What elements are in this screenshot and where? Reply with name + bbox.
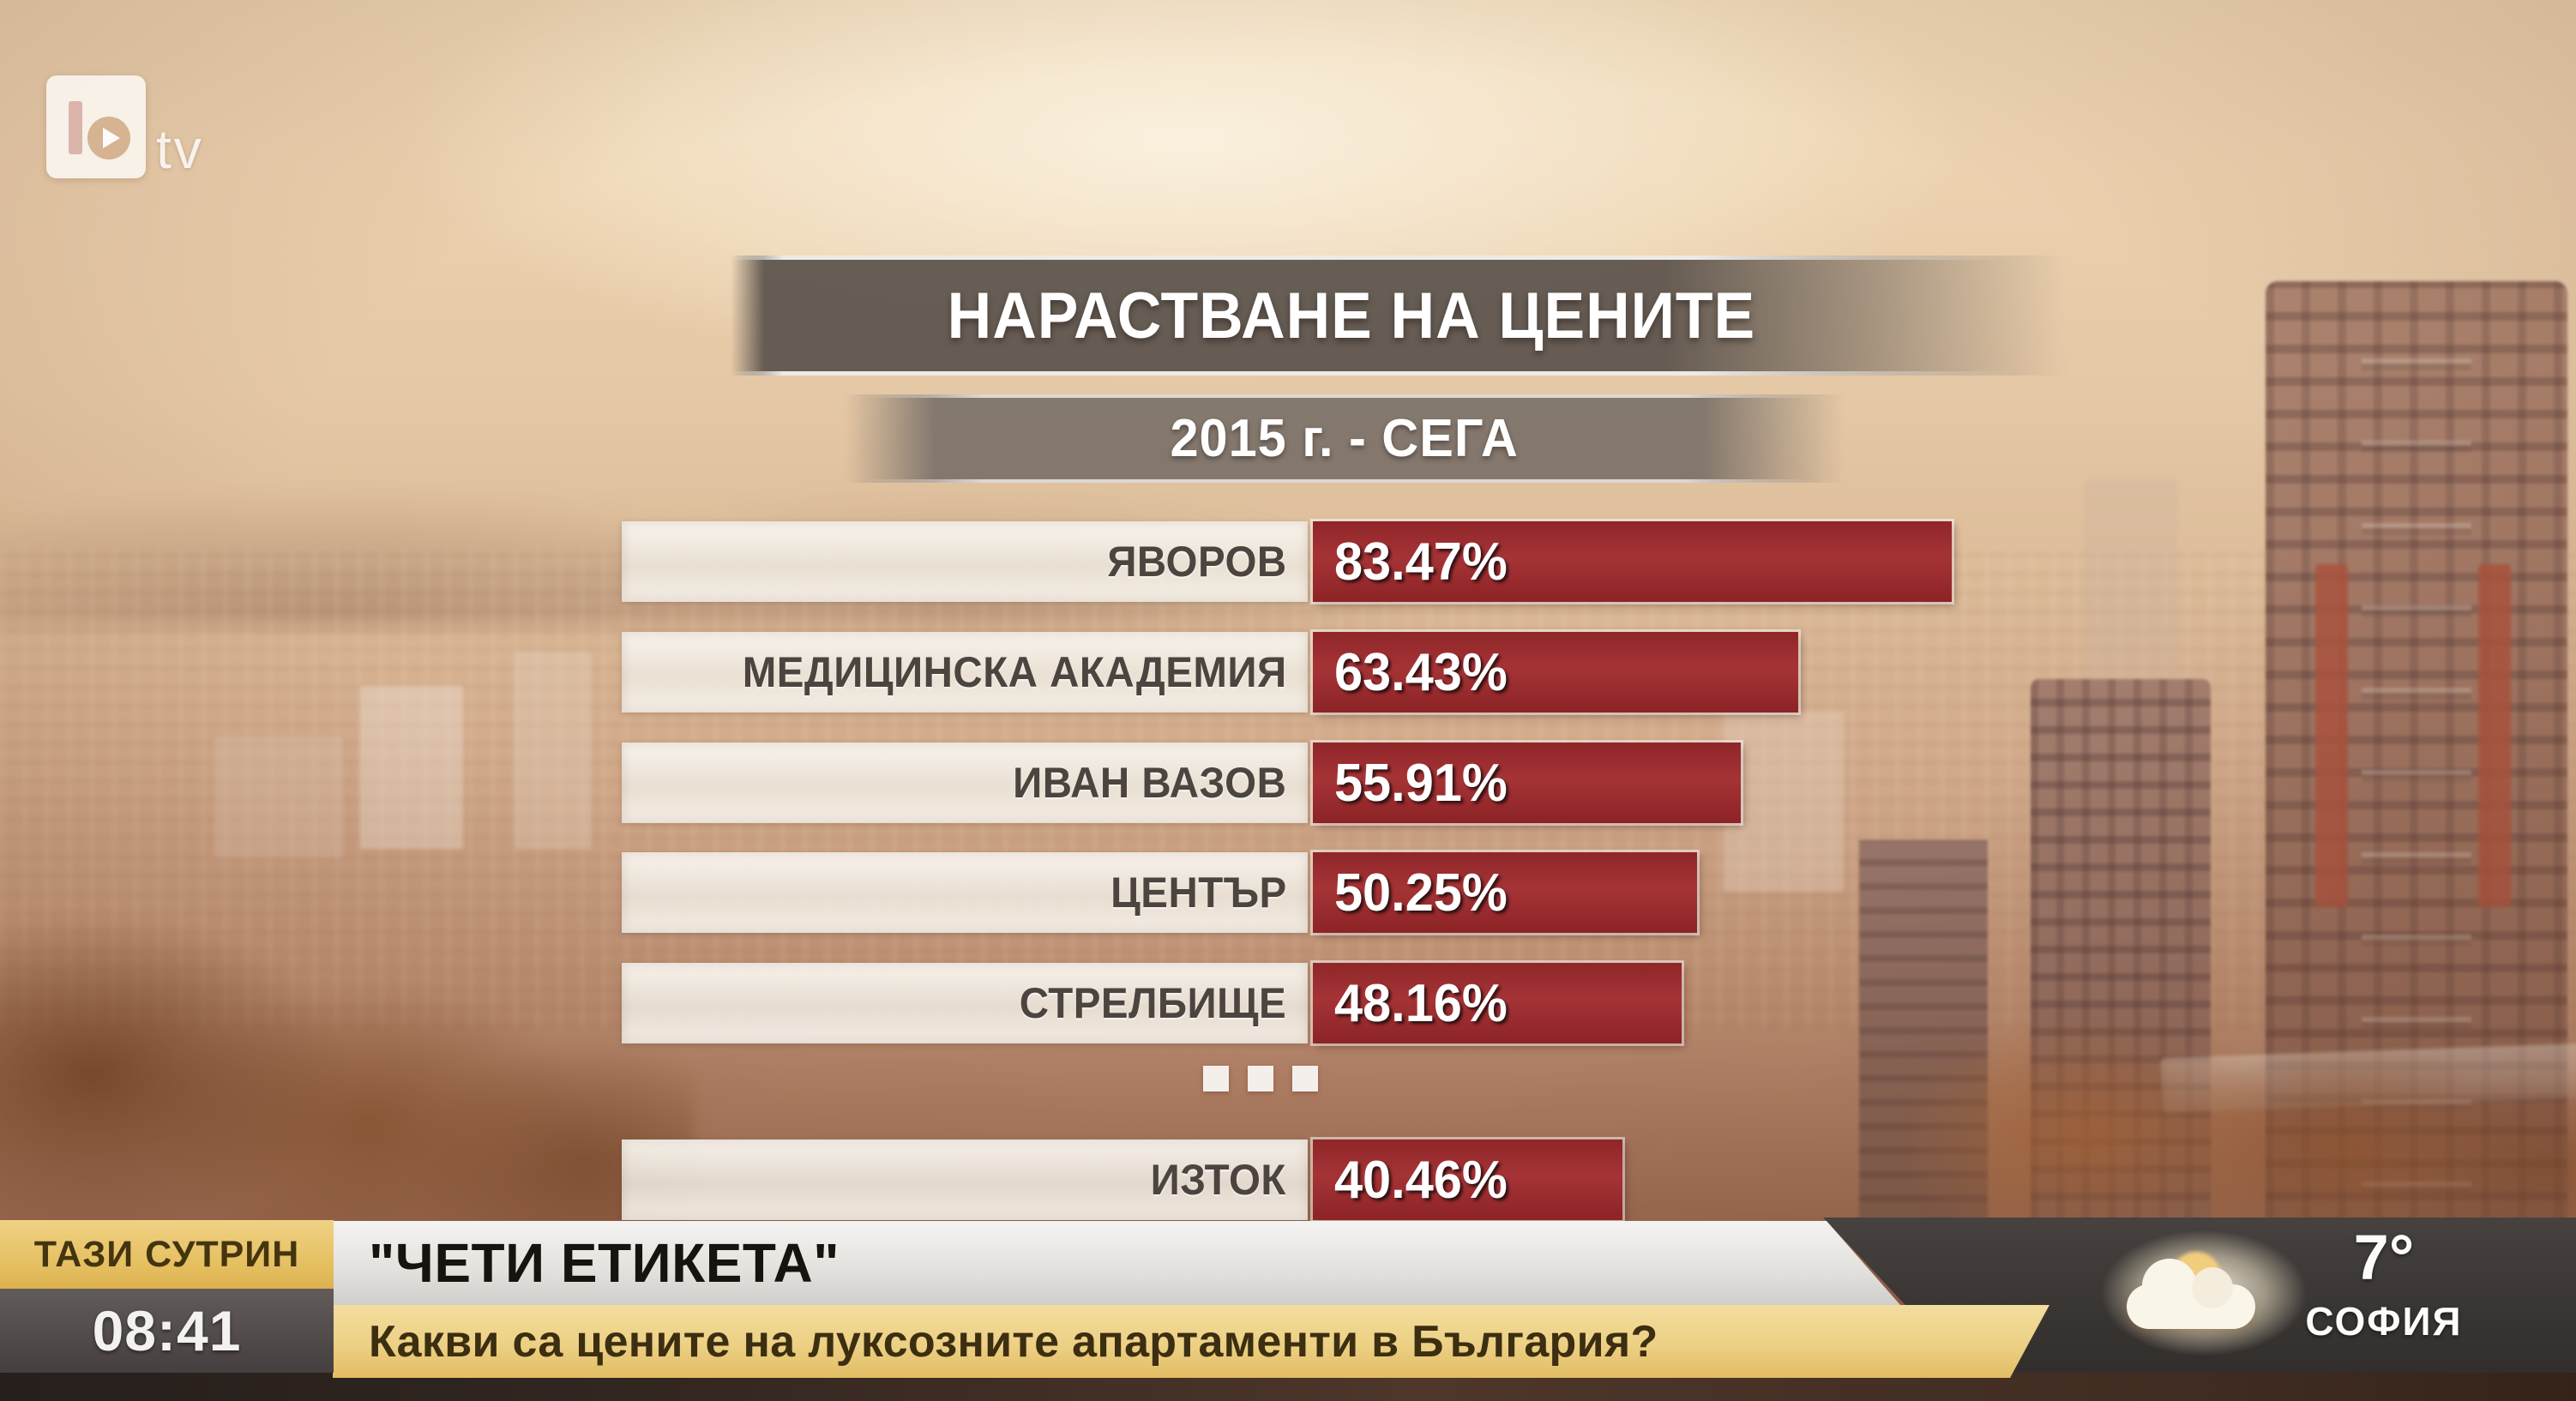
- building: [214, 737, 343, 857]
- bar-value-label: 50.25%: [1333, 863, 1508, 923]
- bar: 83.47%: [1313, 521, 1952, 602]
- building: [515, 652, 592, 849]
- building: [360, 686, 463, 849]
- bar-label-box: ИВАН ВАЗОВ: [622, 743, 1308, 823]
- trees-foreground: [0, 857, 695, 1252]
- bar: 55.91%: [1313, 743, 1741, 823]
- subheadline-text: Какви са цените на луксозните апартамент…: [369, 1316, 1658, 1367]
- bar-row: СТРЕЛБИЩЕ 48.16%: [622, 963, 1682, 1043]
- bar: 63.43%: [1313, 632, 1798, 713]
- bar-value-label: 40.46%: [1333, 1150, 1508, 1210]
- building: [1724, 712, 1844, 892]
- btv-logo-b-icon: [46, 75, 146, 178]
- bar-label: ЯВОРОВ: [1106, 538, 1287, 586]
- bar-row: МЕДИЦИНСКА АКАДЕМИЯ 63.43%: [622, 632, 1798, 713]
- chart-subtitle: 2015 г. - СЕГА: [1170, 409, 1519, 468]
- show-name: ТАЗИ СУТРИН: [33, 1233, 300, 1275]
- bar-row: ИВАН ВАЗОВ 55.91%: [622, 743, 1741, 823]
- tower-red-stripe: [2478, 564, 2511, 907]
- bar-row: ЦЕНТЪР 50.25%: [622, 852, 1697, 933]
- chart-title-plate: НАРАСТВАНЕ НА ЦЕНИТЕ: [731, 256, 2068, 376]
- bar-row: ЯВОРОВ 83.47%: [622, 521, 1952, 602]
- bar-row: ИЗТОК 40.46%: [622, 1139, 1622, 1220]
- bar-value-label: 48.16%: [1333, 973, 1508, 1033]
- bar-label-box: ИЗТОК: [622, 1139, 1308, 1220]
- dot: [1292, 1066, 1318, 1091]
- bar-label: ИВАН ВАЗОВ: [1013, 759, 1287, 807]
- truncation-dots-icon: [1203, 1066, 1318, 1091]
- cloud-icon: [2127, 1259, 2255, 1329]
- bar-label-box: СТРЕЛБИЩЕ: [622, 963, 1308, 1043]
- clock-time: 08:41: [92, 1299, 242, 1362]
- bar-label: ЦЕНТЪР: [1110, 869, 1287, 917]
- bar-value-label: 63.43%: [1333, 642, 1508, 702]
- bar: 48.16%: [1313, 963, 1682, 1043]
- bar-label: СТРЕЛБИЩЕ: [1019, 979, 1287, 1027]
- bar-value-label: 83.47%: [1333, 532, 1508, 592]
- bar-label-box: ЯВОРОВ: [622, 521, 1308, 602]
- lower-third-banner: 7° СОФИЯ "ЧЕТИ ЕТИКЕТА" Какви са цените …: [0, 1218, 2576, 1401]
- bar: 50.25%: [1313, 852, 1697, 933]
- bar: 40.46%: [1313, 1139, 1622, 1220]
- subheadline-band: Какви са цените на луксозните апартамент…: [333, 1305, 2049, 1378]
- chart-subtitle-plate: 2015 г. - СЕГА: [845, 394, 1844, 483]
- clock-block: 08:41: [0, 1289, 334, 1373]
- bar-label-box: ЦЕНТЪР: [622, 852, 1308, 933]
- headline-band: "ЧЕТИ ЕТИКЕТА": [333, 1221, 1900, 1305]
- headline-text: "ЧЕТИ ЕТИКЕТА": [369, 1232, 840, 1294]
- btv-logo: tv: [46, 75, 204, 178]
- show-name-block: ТАЗИ СУТРИН: [0, 1220, 334, 1289]
- temperature: 7°: [2353, 1222, 2415, 1293]
- bar-label-box: МЕДИЦИНСКА АКАДЕМИЯ: [622, 632, 1308, 713]
- bar-label: ИЗТОК: [1151, 1156, 1287, 1204]
- logo-stem: [69, 101, 82, 154]
- btv-logo-tv-text: tv: [156, 118, 204, 180]
- dot: [1248, 1066, 1273, 1091]
- weather-readout: 7° СОФИЯ: [2247, 1224, 2521, 1344]
- tower-red-stripe: [2315, 564, 2348, 907]
- chart-title: НАРАСТВАНЕ НА ЦЕНИТЕ: [947, 279, 1755, 352]
- dot: [1203, 1066, 1229, 1091]
- weather-city: СОФИЯ: [2305, 1298, 2463, 1344]
- bar-value-label: 55.91%: [1333, 753, 1508, 813]
- trees-foreground: [1912, 952, 2576, 1260]
- building: [2084, 480, 2178, 686]
- play-triangle-icon: [103, 128, 120, 148]
- bar-label: МЕДИЦИНСКА АКАДЕМИЯ: [742, 648, 1287, 696]
